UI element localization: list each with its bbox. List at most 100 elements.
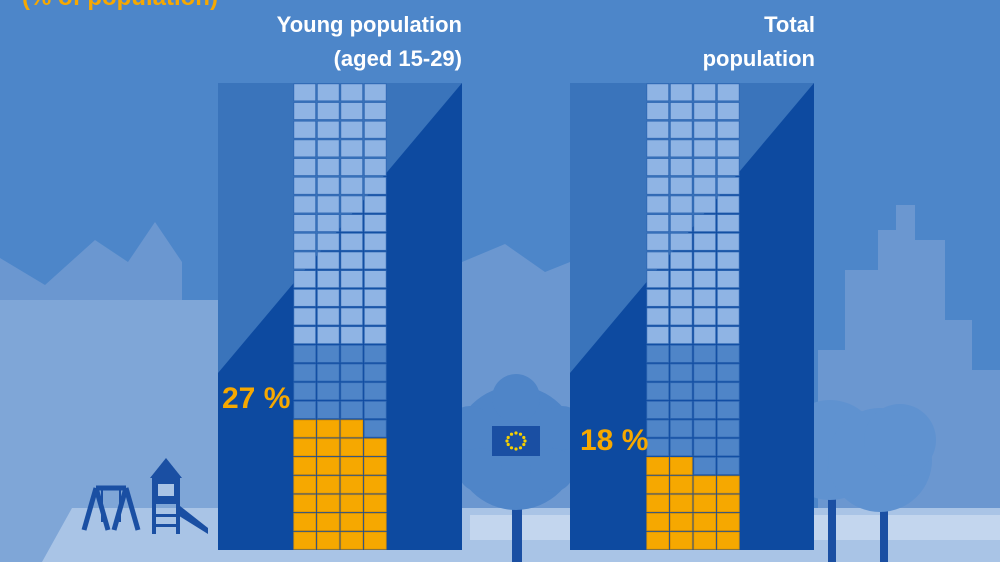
waffle-cell <box>669 158 693 177</box>
waffle-cell <box>646 382 670 401</box>
waffle-cell-filled <box>669 531 693 550</box>
waffle-cell <box>316 270 340 289</box>
waffle-cell <box>316 176 340 195</box>
waffle-cell <box>316 83 340 102</box>
waffle-cell <box>669 288 693 307</box>
waffle-cell-filled <box>340 494 364 513</box>
waffle-cell-filled <box>646 531 670 550</box>
waffle-cell-filled <box>646 494 670 513</box>
chart-title-clipped: (% of population) <box>22 0 218 12</box>
waffle-cell <box>363 83 387 102</box>
waffle-cell <box>669 438 693 457</box>
waffle-cell <box>716 307 740 326</box>
waffle-cell <box>363 102 387 120</box>
waffle-cell <box>669 176 693 195</box>
waffle-cell <box>340 120 364 139</box>
waffle-cell <box>693 438 717 457</box>
waffle-cell <box>693 307 717 326</box>
waffle-cell-filled <box>293 494 317 513</box>
waffle-cell <box>340 158 364 177</box>
waffle-cell <box>363 307 387 326</box>
waffle-cell <box>340 363 364 382</box>
waffle-cell <box>293 195 317 214</box>
waffle-cell <box>646 83 670 102</box>
waffle-cell <box>293 270 317 289</box>
waffle-cell-filled <box>363 494 387 513</box>
waffle-cell <box>293 288 317 307</box>
column-panel-diagonal-0 <box>218 83 462 550</box>
waffle-cell-filled <box>340 438 364 457</box>
value-label-young: 27 % <box>222 382 291 415</box>
waffle-cell <box>716 176 740 195</box>
waffle-cell <box>693 139 717 158</box>
waffle-cell-filled <box>340 475 364 494</box>
waffle-cell <box>340 102 364 120</box>
waffle-cell <box>340 382 364 401</box>
waffle-cell <box>646 419 670 438</box>
waffle-cell <box>646 139 670 158</box>
column-label-young-line2: (aged 15-29) <box>333 46 462 71</box>
waffle-cell <box>316 214 340 233</box>
waffle-cell <box>340 288 364 307</box>
waffle-cell-filled <box>340 419 364 438</box>
waffle-cell <box>316 139 340 158</box>
waffle-cell <box>693 232 717 251</box>
waffle-cell <box>340 83 364 102</box>
waffle-cell <box>363 363 387 382</box>
waffle-cell <box>716 288 740 307</box>
waffle-cell-filled <box>293 513 317 531</box>
waffle-cell-filled <box>316 475 340 494</box>
waffle-cell <box>716 363 740 382</box>
waffle-cell <box>316 382 340 401</box>
waffle-cell-filled <box>693 475 717 494</box>
waffle-cell <box>716 214 740 233</box>
waffle-cell <box>669 83 693 102</box>
waffle-cell <box>693 326 717 345</box>
waffle-cell <box>340 344 364 363</box>
waffle-cell <box>363 195 387 214</box>
waffle-cell <box>363 400 387 419</box>
waffle-cell-filled <box>363 513 387 531</box>
waffle-cell <box>669 344 693 363</box>
waffle-cell-filled <box>669 456 693 475</box>
waffle-cell-filled <box>669 494 693 513</box>
waffle-cell <box>340 270 364 289</box>
column-label-young: Young population (aged 15-29) <box>240 8 462 76</box>
waffle-cell <box>293 363 317 382</box>
column-label-total: Total population <box>590 8 815 76</box>
waffle-cell <box>716 456 740 475</box>
waffle-cell <box>693 344 717 363</box>
waffle-cell <box>363 326 387 345</box>
waffle-cell <box>316 307 340 326</box>
waffle-cell <box>716 102 740 120</box>
waffle-cell <box>363 232 387 251</box>
waffle-cell <box>669 102 693 120</box>
waffle-cell <box>340 195 364 214</box>
waffle-cell <box>316 120 340 139</box>
waffle-cell <box>293 214 317 233</box>
waffle-cell <box>646 363 670 382</box>
waffle-cell-filled <box>293 438 317 457</box>
column-label-total-line2: population <box>702 46 815 71</box>
waffle-cell <box>646 270 670 289</box>
waffle-cell <box>646 307 670 326</box>
tree-right-icon <box>772 400 936 562</box>
waffle-cell <box>716 326 740 345</box>
waffle-cell-filled <box>293 475 317 494</box>
waffle-cell <box>293 158 317 177</box>
waffle-cell <box>363 419 387 438</box>
waffle-cell-filled <box>363 475 387 494</box>
value-label-total: 18 % <box>580 424 649 457</box>
waffle-cell <box>646 344 670 363</box>
waffle-cell-filled <box>693 494 717 513</box>
waffle-cell <box>316 232 340 251</box>
waffle-cell <box>693 176 717 195</box>
waffle-cell <box>716 139 740 158</box>
waffle-cell <box>669 400 693 419</box>
waffle-cell <box>716 120 740 139</box>
waffle-cell <box>693 400 717 419</box>
waffle-cell <box>646 438 670 457</box>
waffle-cell-filled <box>316 513 340 531</box>
waffle-cell-filled <box>340 456 364 475</box>
